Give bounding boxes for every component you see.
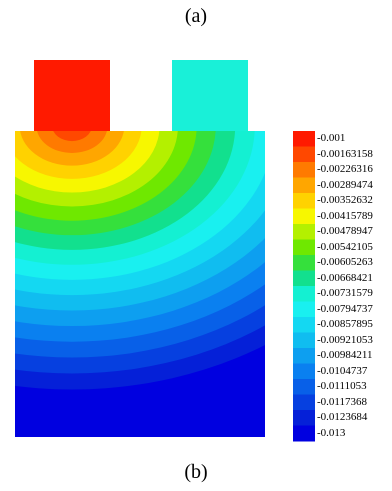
legend-swatch (293, 224, 315, 240)
legend-label: -0.00921053 (317, 333, 373, 346)
legend-swatch (293, 270, 315, 287)
legend-swatch (293, 317, 315, 333)
color-legend (293, 131, 315, 442)
legend-swatch (293, 193, 315, 209)
legend-label: -0.00794737 (317, 302, 373, 315)
legend-swatch (293, 410, 315, 426)
legend-label: -0.00352632 (317, 194, 373, 206)
legend-label: -0.0111053 (317, 380, 367, 392)
caption-top: (a) (184, 5, 208, 27)
legend-swatch (293, 363, 315, 380)
legend-swatch (293, 425, 315, 442)
legend-label: -0.0117368 (317, 395, 368, 408)
contour-band (37, 131, 107, 153)
legend-label: -0.001 (317, 132, 346, 144)
legend-swatch (293, 301, 315, 318)
legend-swatch (293, 239, 315, 256)
legend-label: -0.00289474 (317, 178, 373, 191)
legend-label: -0.00415789 (317, 209, 373, 222)
legend-swatch (293, 286, 315, 302)
contour-band (53, 131, 91, 142)
legend-swatch (293, 348, 315, 364)
legend-swatch (293, 208, 315, 225)
legend-label: -0.00605263 (317, 256, 373, 268)
legend-swatch (293, 255, 315, 271)
legend-label: -0.00478947 (317, 225, 373, 237)
legend-label: -0.00542105 (317, 240, 373, 253)
legend-swatch (293, 394, 315, 411)
legend-swatch (293, 177, 315, 194)
left-electrode-pad (34, 60, 110, 132)
legend-label: -0.00226316 (317, 163, 373, 175)
legend-swatch (293, 162, 315, 178)
legend-swatch (293, 332, 315, 349)
legend-label: -0.00163158 (317, 147, 373, 160)
legend-label: -0.00984211 (317, 349, 373, 361)
caption-bottom: (b) (184, 461, 208, 483)
legend-label: -0.00668421 (317, 271, 373, 284)
legend-swatch (293, 379, 315, 395)
legend-label: -0.00857895 (317, 318, 373, 330)
legend-swatch (293, 146, 315, 163)
legend-label: -0.0123684 (317, 411, 368, 423)
legend-label: -0.013 (317, 426, 346, 439)
legend-swatch (293, 131, 315, 147)
legend-label: -0.00731579 (317, 287, 373, 299)
legend-label: -0.0104737 (317, 364, 368, 377)
potential-field-body (15, 131, 265, 437)
right-electrode-pad (172, 60, 248, 132)
